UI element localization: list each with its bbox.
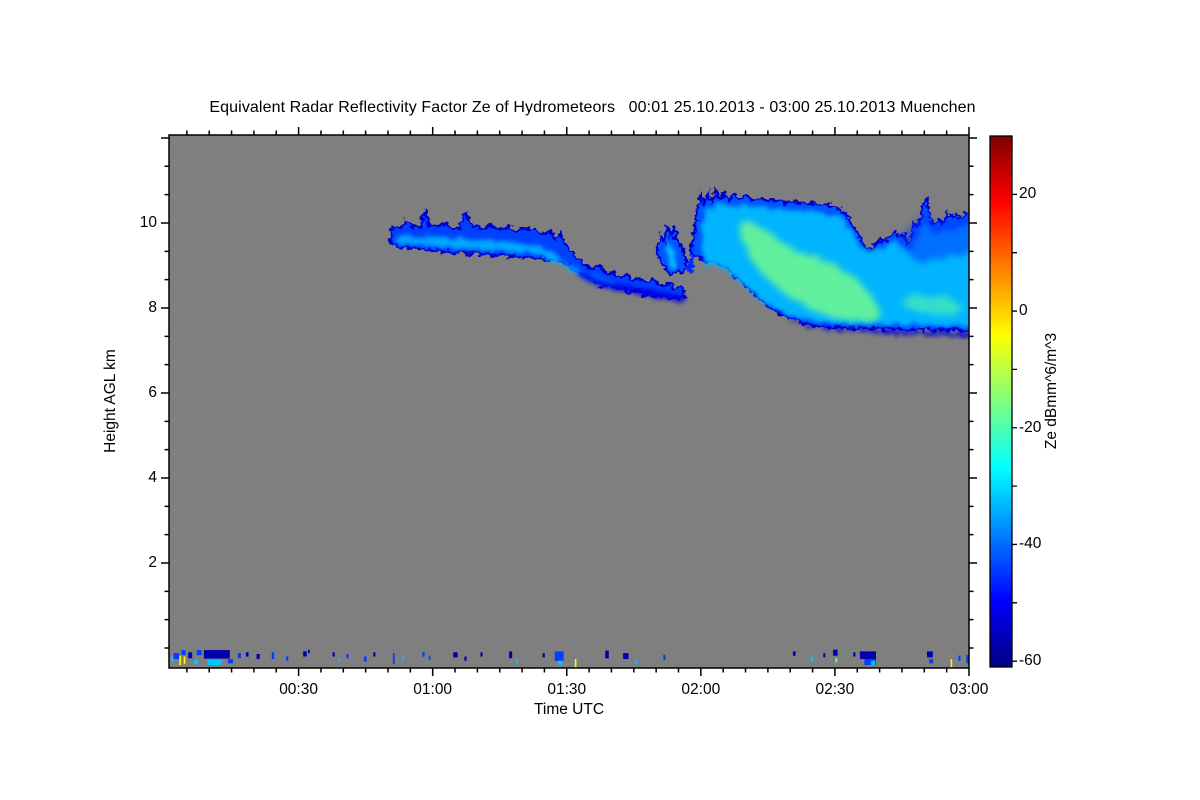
speckle xyxy=(605,650,609,659)
speckle xyxy=(810,656,813,661)
y-tick-label: 8 xyxy=(148,298,157,316)
detached-blob-core xyxy=(666,242,677,270)
speckle xyxy=(792,651,796,656)
speckle xyxy=(871,660,876,666)
x-tick-label: 02:00 xyxy=(681,681,721,698)
x-tick-label: 02:30 xyxy=(815,681,855,698)
speckle xyxy=(179,655,181,666)
speckle xyxy=(422,652,425,657)
anvil-cloud-2-bottom-fringe xyxy=(785,316,969,337)
speckle xyxy=(966,654,969,664)
speckle xyxy=(237,653,241,659)
speckle xyxy=(428,655,431,660)
speckle xyxy=(392,653,395,665)
speckle xyxy=(864,659,876,666)
speckle xyxy=(303,651,307,657)
speckle xyxy=(256,654,260,660)
speckle xyxy=(373,652,376,657)
speckle xyxy=(950,659,953,668)
colorbar-tick-label: -40 xyxy=(1019,535,1042,553)
surface-clutter-speckles xyxy=(170,649,969,668)
x-tick-label: 03:00 xyxy=(949,681,989,698)
speckle xyxy=(480,652,483,657)
speckle xyxy=(170,657,174,662)
colorbar-tick-label: -60 xyxy=(1019,652,1042,670)
speckle xyxy=(554,651,564,661)
anvil-cloud-2-green-core xyxy=(740,220,882,322)
speckle xyxy=(958,655,961,661)
x-tick-label: 01:30 xyxy=(547,681,587,698)
speckle xyxy=(464,656,467,661)
speckle xyxy=(635,659,638,665)
x-tick-label: 00:30 xyxy=(279,681,318,698)
speckle xyxy=(332,652,335,657)
colorbar-ticks xyxy=(1012,193,1017,662)
hydrometeor-echo-layer xyxy=(387,186,969,337)
speckle xyxy=(308,649,310,654)
plot-title: Equivalent Radar Reflectivity Factor Ze … xyxy=(209,99,976,116)
speckle xyxy=(835,658,838,663)
y-tick-label: 2 xyxy=(148,554,157,571)
speckle xyxy=(402,656,405,661)
speckle xyxy=(859,651,876,660)
speckle xyxy=(194,659,198,665)
speckle xyxy=(338,658,341,662)
cirrus-band-1-core xyxy=(394,234,619,287)
speckle xyxy=(363,656,367,662)
speckle xyxy=(245,652,249,657)
speckle xyxy=(207,659,222,665)
y-tick-label: 10 xyxy=(139,213,157,231)
speckle xyxy=(509,651,513,659)
anvil-cloud-2-blue-streaks xyxy=(893,210,969,264)
speckle xyxy=(196,650,202,656)
cirrus-band-1-bottom-fringe xyxy=(575,270,686,303)
speckle xyxy=(663,654,666,660)
speckle xyxy=(188,652,193,659)
colorbar-tick-label: -20 xyxy=(1019,418,1042,436)
axis-ticks xyxy=(161,127,977,676)
anvil-cloud-2-green-patch-right xyxy=(902,293,965,317)
speckle xyxy=(453,652,458,658)
x-tick-label: 01:00 xyxy=(413,681,453,698)
speckle xyxy=(173,653,180,660)
speckle xyxy=(853,652,856,657)
cirrus-band-1-outline xyxy=(387,207,686,301)
y-tick-label: 4 xyxy=(148,469,157,486)
speckle xyxy=(833,649,838,656)
gap-fragment xyxy=(687,253,695,275)
speckle xyxy=(927,651,933,658)
speckle xyxy=(346,654,349,659)
x-axis-title: Time UTC xyxy=(533,701,605,718)
speckle xyxy=(623,653,629,660)
speckle xyxy=(203,650,230,659)
speckle xyxy=(271,652,275,660)
speckle xyxy=(542,653,545,658)
speckle xyxy=(181,650,186,656)
y-tick-label: 6 xyxy=(148,383,157,401)
speckle xyxy=(286,656,289,661)
colorbar-tick-label: 0 xyxy=(1019,302,1028,320)
speckle xyxy=(823,653,826,658)
speckle xyxy=(183,656,186,665)
speckle xyxy=(558,660,563,666)
plot-area-background xyxy=(169,135,969,668)
speckle xyxy=(228,659,233,664)
speckle xyxy=(515,659,518,664)
colorbar-frame xyxy=(989,135,1013,668)
speckle xyxy=(929,659,934,664)
colorbar-tick-label: 20 xyxy=(1019,185,1037,203)
speckle xyxy=(574,659,577,668)
colorbar-gradient xyxy=(990,136,1012,667)
plot-frame xyxy=(168,134,970,669)
